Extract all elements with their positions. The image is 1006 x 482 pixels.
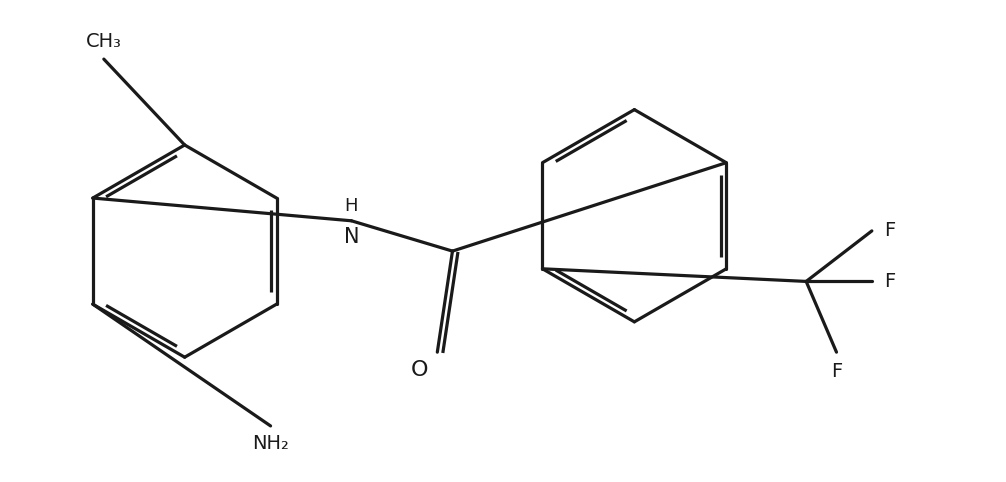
Text: F: F bbox=[884, 272, 895, 291]
Text: NH₂: NH₂ bbox=[253, 434, 289, 453]
Text: F: F bbox=[831, 362, 842, 381]
Text: F: F bbox=[884, 221, 895, 241]
Text: H: H bbox=[345, 197, 358, 214]
Text: CH₃: CH₃ bbox=[86, 32, 122, 51]
Text: O: O bbox=[410, 360, 428, 380]
Text: N: N bbox=[344, 227, 359, 247]
